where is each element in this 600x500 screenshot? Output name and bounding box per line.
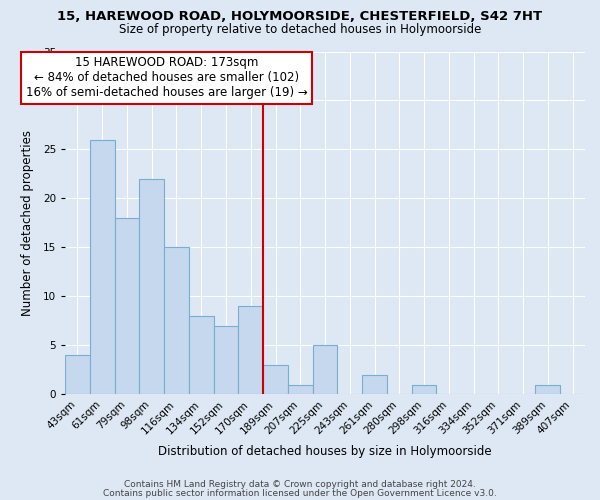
Bar: [139, 179, 164, 394]
Bar: [90, 140, 115, 394]
Bar: [238, 306, 263, 394]
Bar: [263, 365, 288, 394]
Bar: [412, 384, 436, 394]
Bar: [65, 356, 90, 395]
Text: Size of property relative to detached houses in Holymoorside: Size of property relative to detached ho…: [119, 22, 481, 36]
Bar: [115, 218, 139, 394]
Bar: [535, 384, 560, 394]
Bar: [313, 346, 337, 395]
Text: Contains public sector information licensed under the Open Government Licence v3: Contains public sector information licen…: [103, 488, 497, 498]
X-axis label: Distribution of detached houses by size in Holymoorside: Distribution of detached houses by size …: [158, 444, 492, 458]
Bar: [189, 316, 214, 394]
Bar: [164, 248, 189, 394]
Y-axis label: Number of detached properties: Number of detached properties: [22, 130, 34, 316]
Bar: [214, 326, 238, 394]
Bar: [288, 384, 313, 394]
Text: 15 HAREWOOD ROAD: 173sqm
← 84% of detached houses are smaller (102)
16% of semi-: 15 HAREWOOD ROAD: 173sqm ← 84% of detach…: [26, 56, 307, 100]
Text: Contains HM Land Registry data © Crown copyright and database right 2024.: Contains HM Land Registry data © Crown c…: [124, 480, 476, 489]
Text: 15, HAREWOOD ROAD, HOLYMOORSIDE, CHESTERFIELD, S42 7HT: 15, HAREWOOD ROAD, HOLYMOORSIDE, CHESTER…: [58, 10, 542, 23]
Bar: [362, 375, 387, 394]
